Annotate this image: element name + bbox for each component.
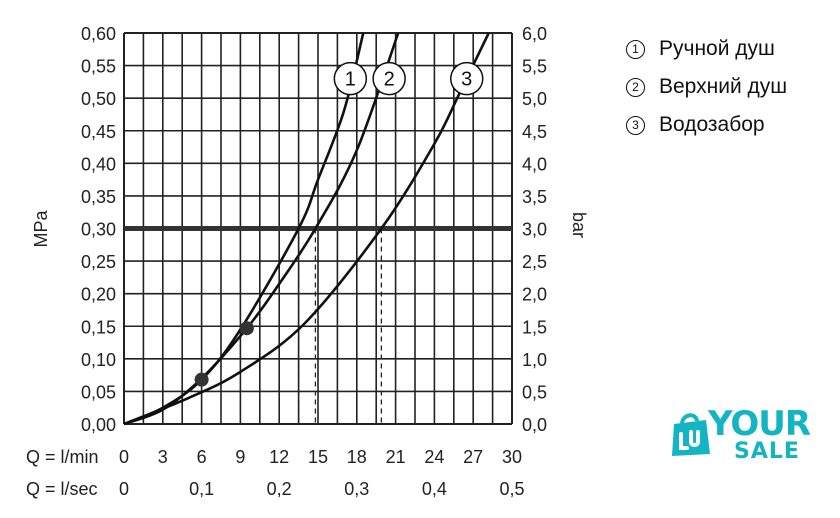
x-tick-lsec: 0 xyxy=(119,479,129,499)
right-tick-label: 2,0 xyxy=(522,285,547,305)
data-marker xyxy=(239,321,254,336)
legend-item-1: 1 Ручной душ xyxy=(626,30,787,68)
x-tick-lmin: 21 xyxy=(386,447,406,467)
logo-text-your: YOUR xyxy=(708,404,811,444)
left-tick-label: 0,00 xyxy=(81,415,116,435)
x-tick-lmin: 27 xyxy=(463,447,483,467)
left-tick-label: 0,30 xyxy=(81,220,116,240)
x-tick-lmin: 24 xyxy=(424,447,444,467)
x-tick-lsec: 0,5 xyxy=(499,479,524,499)
legend-num-1: 1 xyxy=(626,39,645,59)
x-tick-lsec: 0,1 xyxy=(189,479,214,499)
left-axis-title: MPa xyxy=(31,210,51,248)
x-tick-lsec: 0,3 xyxy=(344,479,369,499)
right-tick-label: 4,5 xyxy=(522,122,547,142)
x-axis-lsec-label: Q = l/sec xyxy=(26,479,98,499)
left-tick-label: 0,35 xyxy=(81,187,116,207)
left-tick-label: 0,05 xyxy=(81,382,116,402)
right-tick-label: 3,5 xyxy=(522,187,547,207)
legend-text-3: Водозабор xyxy=(659,113,765,136)
right-axis-title: bar xyxy=(569,212,589,238)
axis-labels: 0,000,050,100,150,200,250,300,350,400,45… xyxy=(26,24,589,499)
legend-num-2: 2 xyxy=(626,77,645,97)
right-tick-label: 0,0 xyxy=(522,415,547,435)
logo-text-sale: SALE xyxy=(734,439,800,464)
right-tick-label: 1,0 xyxy=(522,350,547,370)
legend-item-3: 3 Водозабор xyxy=(626,106,787,144)
x-tick-lsec: 0,2 xyxy=(267,479,292,499)
data-marker xyxy=(194,372,209,387)
axes xyxy=(124,226,512,424)
left-tick-label: 0,55 xyxy=(81,57,116,77)
shopping-bag-icon xyxy=(672,413,710,456)
x-tick-lmin: 0 xyxy=(119,447,129,467)
x-tick-lmin: 9 xyxy=(235,447,245,467)
yoursale-logo: YOUR SALE xyxy=(664,404,834,468)
right-tick-label: 3,0 xyxy=(522,220,547,240)
legend-text-2: Верхний душ xyxy=(659,75,788,98)
curve-label-circle xyxy=(333,61,368,96)
legend: 1 Ручной душ 2 Верхний душ 3 Водозабор xyxy=(626,30,787,144)
x-tick-lmin: 18 xyxy=(347,447,367,467)
x-tick-lmin: 3 xyxy=(158,447,168,467)
left-tick-label: 0,10 xyxy=(81,350,116,370)
x-tick-lmin: 15 xyxy=(308,447,328,467)
left-tick-label: 0,60 xyxy=(81,24,116,44)
left-tick-label: 0,40 xyxy=(81,154,116,174)
right-tick-label: 2,5 xyxy=(522,252,547,272)
curve-label-2: 2 xyxy=(384,69,395,91)
curve-label-circle xyxy=(449,61,484,96)
left-tick-label: 0,45 xyxy=(81,122,116,142)
legend-text-1: Ручной душ xyxy=(659,37,775,60)
x-tick-lmin: 6 xyxy=(197,447,207,467)
x-tick-lmin: 30 xyxy=(502,447,522,467)
left-tick-label: 0,50 xyxy=(81,89,116,109)
left-tick-label: 0,25 xyxy=(81,252,116,272)
x-tick-lmin: 12 xyxy=(269,447,289,467)
right-tick-label: 0,5 xyxy=(522,382,547,402)
x-tick-lsec: 0,4 xyxy=(422,479,447,499)
legend-num-3: 3 xyxy=(626,115,645,135)
left-tick-label: 0,15 xyxy=(81,317,116,337)
x-axis-lmin-label: Q = l/min xyxy=(26,447,99,467)
legend-item-2: 2 Верхний душ xyxy=(626,68,787,106)
curve-label-1: 1 xyxy=(345,69,356,91)
left-tick-label: 0,20 xyxy=(81,285,116,305)
right-tick-label: 5,0 xyxy=(522,89,547,109)
curve-label-circle xyxy=(372,61,406,96)
curves: 1 2 3 xyxy=(123,32,490,426)
right-tick-label: 1,5 xyxy=(522,317,547,337)
curve-label-3: 3 xyxy=(461,69,472,91)
right-tick-label: 4,0 xyxy=(522,154,547,174)
right-tick-label: 6,0 xyxy=(522,24,547,44)
right-tick-label: 5,5 xyxy=(522,57,547,77)
series-curve-3 xyxy=(123,32,490,426)
